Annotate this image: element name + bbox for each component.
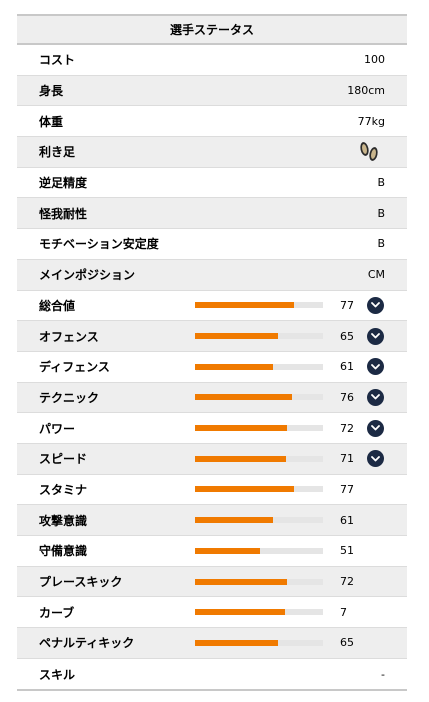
stat-row: 総合値 77 [17, 291, 407, 322]
stat-bar-fill [195, 302, 294, 309]
info-row-label: 利き足 [39, 145, 76, 160]
chevron-down-icon[interactable] [367, 388, 384, 406]
stat-value: 71 [340, 452, 354, 466]
stat-row: パワー 72 [17, 413, 407, 444]
stat-row-label: オフェンス [39, 329, 99, 344]
stat-bar-track [195, 394, 323, 401]
stat-row: 攻撃意識 61 [17, 505, 407, 536]
info-row-label: モチベーション安定度 [39, 237, 159, 252]
stat-bar-track [195, 517, 323, 524]
stat-bar-fill [195, 578, 288, 585]
stat-row-label: スピード [39, 452, 88, 467]
info-row: 体重 77kg [17, 106, 407, 138]
stat-value: 61 [340, 360, 354, 374]
stat-row: ペナルティキック 65 [17, 628, 407, 659]
stat-value: 65 [340, 636, 354, 650]
stat-bar-track [195, 425, 323, 432]
stat-row-label: 守備意識 [39, 544, 88, 559]
info-row-value: 100 [364, 53, 385, 67]
stat-value: 72 [340, 421, 354, 435]
stat-bar-fill [195, 394, 293, 401]
stat-row-label: プレースキック [39, 575, 123, 590]
info-row: 身長 180cm [17, 75, 407, 107]
info-row: 利き足 [17, 137, 407, 168]
status-rows: コスト 100 身長 180cm 体重 77kg 利き足 逆足精度 B 怪我耐性 B モチベーション安… [17, 45, 407, 689]
info-row-label: 身長 [39, 84, 64, 99]
info-row-label: 体重 [39, 114, 64, 129]
stat-bar-fill [195, 455, 286, 462]
stat-bar-track [195, 333, 323, 340]
stat-row-label: ペナルティキック [39, 636, 135, 651]
player-status-panel: 選手ステータス コスト 100 身長 180cm 体重 77kg 利き足逆足精度 B 怪我耐性 B… [17, 14, 407, 692]
stat-row-label: スタミナ [39, 482, 88, 497]
stat-value: 61 [340, 513, 354, 527]
stat-value: 76 [340, 390, 354, 404]
stat-row: ディフェンス 61 [17, 352, 407, 383]
stat-bar-track [195, 578, 323, 585]
info-row-label: 逆足精度 [39, 176, 88, 191]
info-row-value: 77kg [357, 114, 385, 128]
skill-row-label: スキル [39, 667, 76, 682]
panel-bottom-border [17, 689, 407, 692]
stat-bar-track [195, 302, 323, 309]
stat-row: スタミナ 77 [17, 475, 407, 506]
info-row-value: CM [367, 268, 385, 282]
stat-row-label: 総合値 [39, 298, 76, 313]
info-row-value: B [377, 176, 385, 190]
stat-bar-track [195, 639, 323, 646]
info-row-label: コスト [39, 53, 76, 68]
skill-row: スキル - [17, 659, 407, 690]
stat-bar-track [195, 547, 323, 554]
chevron-down-icon[interactable] [367, 419, 384, 437]
info-row: モチベーション安定度 B [17, 229, 407, 260]
stat-row: プレースキック 72 [17, 566, 407, 598]
stat-value: 7 [340, 605, 347, 619]
info-row-value: B [377, 206, 385, 220]
stat-bar-track [195, 363, 323, 370]
stat-bar-track [195, 455, 323, 462]
stat-bar-fill [195, 609, 285, 616]
chevron-down-icon[interactable] [367, 327, 384, 345]
skill-row-value: - [381, 667, 385, 681]
stat-bar-fill [195, 517, 274, 524]
info-row-label: メインポジション [39, 268, 136, 283]
stat-value: 77 [340, 298, 354, 312]
chevron-down-icon[interactable] [367, 296, 384, 314]
stat-value: 51 [340, 544, 354, 558]
stat-row-label: 攻撃意識 [39, 513, 88, 528]
stat-row: オフェンス 65 [17, 321, 407, 352]
stat-bar-fill [195, 363, 274, 370]
info-row-label: 怪我耐性 [39, 206, 88, 221]
info-row-value: B [377, 237, 385, 251]
stat-bar-fill [195, 333, 279, 340]
stat-bar-fill [195, 547, 261, 554]
stat-row-label: カーブ [39, 605, 75, 620]
stat-row-label: テクニック [39, 390, 100, 405]
stat-bar-fill [195, 425, 288, 432]
stat-bar-track [195, 486, 323, 493]
info-row-value: 180cm [347, 84, 385, 98]
stat-bar-track [195, 609, 323, 616]
stat-value: 72 [340, 575, 354, 589]
stat-value: 77 [340, 482, 354, 496]
stat-row: カーブ 7 [17, 597, 407, 629]
stat-row: テクニック 76 [17, 382, 407, 414]
stat-row-label: ディフェンス [39, 360, 110, 375]
panel-title: 選手ステータス [17, 14, 407, 45]
stat-row: スピード 71 [17, 443, 407, 475]
stat-bar-fill [195, 639, 279, 646]
stat-row-label: パワー [39, 421, 76, 436]
info-row: 逆足精度 B [17, 168, 407, 199]
info-row: コスト 100 [17, 45, 407, 76]
stat-row: 守備意識 51 [17, 536, 407, 567]
info-row: 怪我耐性 B [17, 198, 407, 230]
chevron-down-icon[interactable] [367, 450, 384, 468]
stat-bar-fill [195, 486, 294, 493]
info-row: メインポジション CM [17, 259, 407, 291]
chevron-down-icon[interactable] [367, 358, 384, 376]
stat-value: 65 [340, 329, 354, 343]
both-feet-icon [360, 142, 378, 161]
